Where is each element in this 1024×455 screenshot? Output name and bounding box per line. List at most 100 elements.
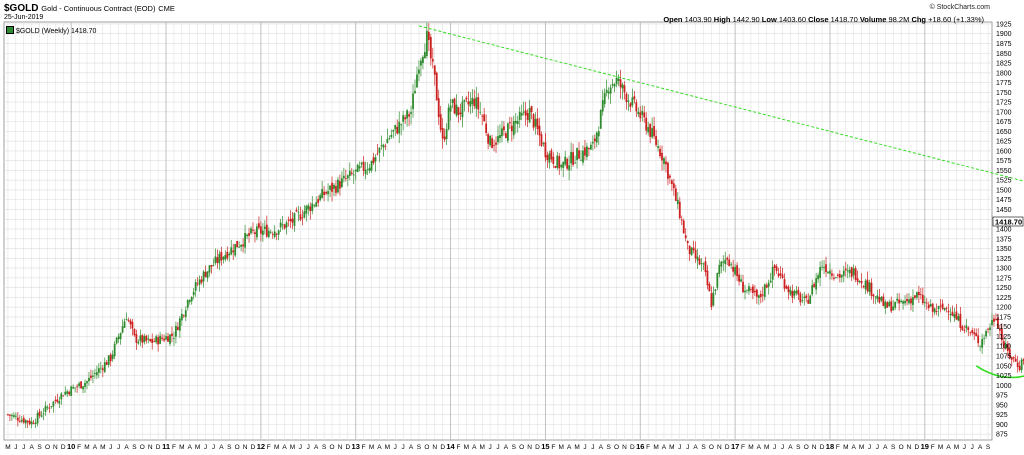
candle-body	[712, 292, 715, 306]
candle-body	[352, 174, 355, 176]
x-tick-label: J	[583, 444, 586, 451]
x-tick-label: J	[109, 444, 112, 451]
description: Gold - Continuous Contract (EOD)	[41, 4, 156, 13]
x-tick-label: 16	[636, 442, 644, 451]
candle-body	[216, 257, 219, 263]
candle-body	[815, 278, 818, 290]
candle-body	[137, 341, 140, 344]
candle-body	[755, 289, 758, 297]
candle-body	[82, 386, 84, 390]
x-tick-label: 11	[162, 442, 170, 451]
x-tick-label: J	[686, 444, 689, 451]
candle-body	[309, 206, 312, 212]
x-tick-label: D	[61, 444, 66, 451]
x-tick-label: A	[693, 444, 698, 451]
x-tick-label: F	[741, 444, 745, 451]
candle-body	[580, 159, 582, 161]
y-tick-label: 900	[996, 422, 1008, 429]
candle-body	[171, 333, 173, 336]
x-tick-label: N	[907, 444, 912, 451]
candle-body	[750, 288, 752, 290]
y-tick-label: 1750	[996, 90, 1012, 97]
candles	[7, 22, 1024, 429]
candle-body	[48, 407, 51, 409]
candle-body	[805, 295, 808, 299]
x-tick-label: M	[84, 444, 89, 451]
y-tick-label: 1725	[996, 100, 1012, 107]
candle-body	[803, 296, 806, 299]
candle-body	[759, 293, 762, 297]
candle-body	[111, 354, 114, 360]
candle-body	[261, 230, 264, 236]
x-tick-label: D	[345, 444, 350, 451]
candle-body	[188, 300, 191, 303]
candle-body	[752, 286, 754, 293]
x-tick-label: A	[124, 444, 129, 451]
candle-body	[858, 280, 861, 283]
x-tick-label: N	[148, 444, 153, 451]
candle-body	[1022, 359, 1024, 361]
candle-body	[204, 271, 207, 277]
candle-body	[870, 282, 873, 296]
candle-body	[236, 240, 239, 248]
x-tick-label: J	[591, 444, 594, 451]
candle-body	[706, 270, 709, 286]
symbol: $GOLD	[4, 3, 39, 14]
candle-body	[917, 291, 920, 296]
y-tick-label: 1250	[996, 285, 1012, 292]
x-tick-label: F	[456, 444, 460, 451]
candle-body	[76, 386, 79, 388]
candle-body	[874, 296, 877, 298]
candle-body	[649, 124, 652, 137]
candle-body	[327, 191, 329, 195]
candle-body	[973, 332, 976, 335]
candle-body	[945, 307, 948, 309]
candle-body	[178, 318, 181, 331]
candle-body	[121, 326, 124, 333]
candle-body	[892, 306, 895, 311]
candle-body	[198, 279, 201, 285]
candle-body	[801, 300, 804, 302]
candle-body	[382, 144, 385, 148]
candle-body	[240, 244, 243, 247]
bottom-arc	[975, 365, 1024, 379]
candle-body	[129, 320, 132, 325]
candle-body	[467, 101, 470, 105]
y-tick-label: 1025	[996, 373, 1012, 380]
candle-body	[919, 294, 922, 296]
y-tick-label: 1050	[996, 363, 1012, 370]
candle-body	[153, 341, 156, 342]
candle-body	[175, 325, 177, 337]
candle-body	[493, 145, 495, 147]
candle-body	[275, 233, 278, 235]
candle-body	[186, 300, 189, 308]
candle-body	[641, 110, 644, 115]
candle-body	[323, 191, 326, 196]
candle-body	[259, 226, 262, 234]
x-tick-label: M	[369, 444, 374, 451]
close-label: Close	[808, 15, 829, 24]
candle-body	[817, 275, 820, 280]
candle-body	[635, 102, 638, 112]
candle-body	[512, 120, 515, 136]
candle-body	[927, 304, 930, 309]
candle-body	[578, 150, 580, 159]
candle-body	[1000, 329, 1003, 341]
x-tick-label: N	[622, 444, 627, 451]
x-tick-label: M	[464, 444, 469, 451]
y-tick-label: 1700	[996, 109, 1012, 116]
x-tick-label: M	[954, 444, 959, 451]
grid	[4, 22, 992, 440]
candle-body	[455, 104, 458, 116]
x-tick-label: S	[606, 444, 611, 451]
candle-body	[987, 328, 989, 330]
candle-body	[999, 328, 1001, 331]
candle-body	[971, 330, 974, 333]
candle-body	[127, 320, 130, 322]
candle-body	[329, 185, 331, 190]
x-tick-label: J	[496, 444, 499, 451]
candle-body	[356, 164, 359, 173]
x-tick-label: J	[402, 444, 405, 451]
candle-body	[995, 319, 997, 320]
candle-body	[291, 218, 294, 223]
